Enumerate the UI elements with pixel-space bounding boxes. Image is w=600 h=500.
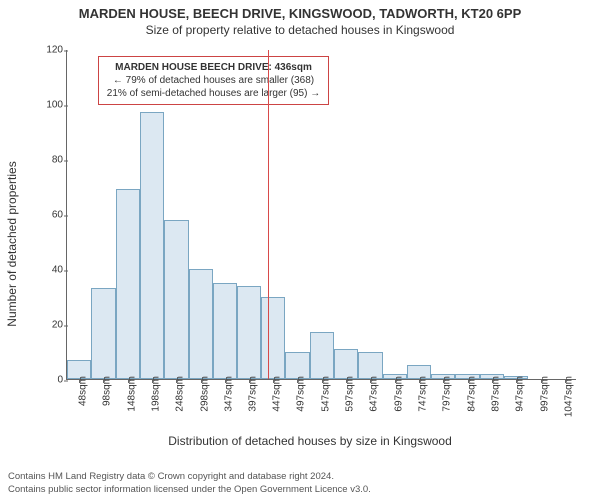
x-tick: 347sqm xyxy=(223,376,234,412)
histogram-bar xyxy=(213,283,237,379)
attribution: Contains HM Land Registry data © Crown c… xyxy=(8,471,371,496)
x-tick: 847sqm xyxy=(466,376,477,412)
histogram-bar xyxy=(91,288,115,379)
y-tick: 20 xyxy=(37,320,63,331)
y-tick: 0 xyxy=(37,375,63,386)
attribution-line-2: Contains public sector information licen… xyxy=(8,484,371,496)
x-tick: 597sqm xyxy=(345,376,356,412)
annotation-box: MARDEN HOUSE BEECH DRIVE: 436sqm ← 79% o… xyxy=(98,56,329,105)
x-tick: 447sqm xyxy=(272,376,283,412)
x-tick: 797sqm xyxy=(442,376,453,412)
histogram-bar xyxy=(334,349,358,379)
y-axis-label: Number of detached properties xyxy=(5,161,19,326)
x-tick: 697sqm xyxy=(393,376,404,412)
x-tick: 647sqm xyxy=(369,376,380,412)
annotation-line-1: MARDEN HOUSE BEECH DRIVE: 436sqm xyxy=(107,61,320,74)
histogram-bar xyxy=(237,286,261,380)
y-tick: 40 xyxy=(37,265,63,276)
x-tick: 48sqm xyxy=(78,376,89,406)
y-tick: 80 xyxy=(37,155,63,166)
x-tick: 997sqm xyxy=(539,376,550,412)
x-tick: 248sqm xyxy=(175,376,186,412)
x-tick: 397sqm xyxy=(247,376,258,412)
x-tick: 298sqm xyxy=(199,376,210,412)
x-tick: 897sqm xyxy=(490,376,501,412)
y-tick: 60 xyxy=(37,210,63,221)
x-tick: 947sqm xyxy=(515,376,526,412)
histogram-bar xyxy=(261,297,285,380)
x-axis-label: Distribution of detached houses by size … xyxy=(168,434,452,448)
plot-area: MARDEN HOUSE BEECH DRIVE: 436sqm ← 79% o… xyxy=(66,50,576,380)
histogram-bar xyxy=(285,352,309,380)
page-subtitle: Size of property relative to detached ho… xyxy=(0,21,600,39)
x-tick: 497sqm xyxy=(296,376,307,412)
annotation-line-3: 21% of semi-detached houses are larger (… xyxy=(107,87,320,100)
page-title: MARDEN HOUSE, BEECH DRIVE, KINGSWOOD, TA… xyxy=(0,0,600,21)
y-tick: 120 xyxy=(37,45,63,56)
annotation-line-2: ← 79% of detached houses are smaller (36… xyxy=(107,74,320,87)
x-tick: 547sqm xyxy=(320,376,331,412)
histogram-bar xyxy=(140,112,164,379)
histogram-bar xyxy=(310,332,334,379)
reference-line xyxy=(268,50,270,379)
histogram-bar xyxy=(116,189,140,379)
chart-container: Number of detached properties MARDEN HOU… xyxy=(30,44,590,444)
x-tick: 198sqm xyxy=(151,376,162,412)
x-tick: 148sqm xyxy=(126,376,137,412)
x-tick: 1047sqm xyxy=(563,376,574,417)
x-tick: 98sqm xyxy=(102,376,113,406)
attribution-line-1: Contains HM Land Registry data © Crown c… xyxy=(8,471,371,483)
y-tick: 100 xyxy=(37,100,63,111)
x-tick: 747sqm xyxy=(417,376,428,412)
histogram-bar xyxy=(164,220,188,380)
histogram-bar xyxy=(358,352,382,380)
histogram-bar xyxy=(189,269,213,379)
